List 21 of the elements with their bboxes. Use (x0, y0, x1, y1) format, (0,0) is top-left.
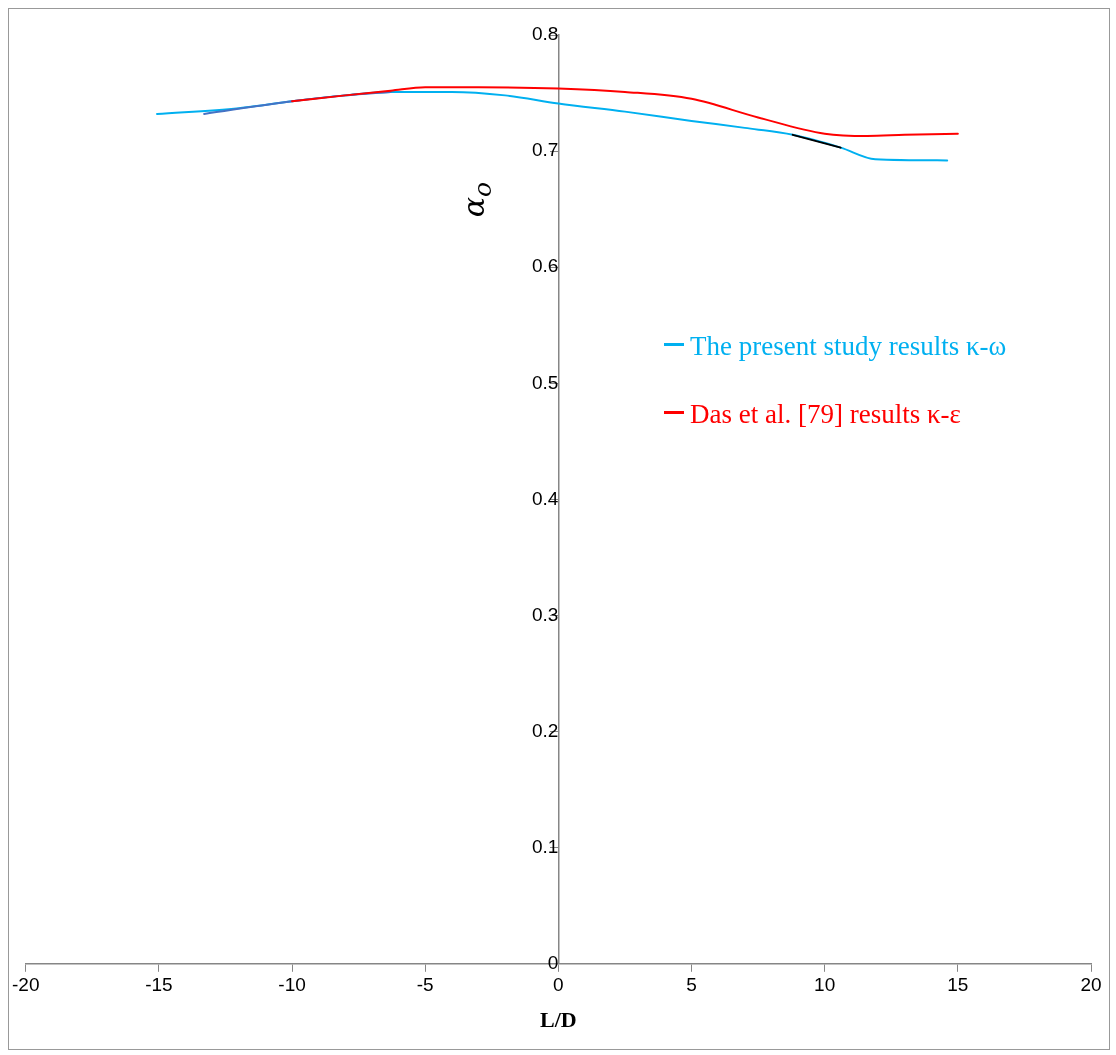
legend-label: Das et al. [79] results κ-ε (690, 398, 961, 431)
x-tick-label: -5 (416, 974, 434, 996)
x-tick-label: -10 (278, 974, 306, 996)
y-tick-label: 0.3 (531, 603, 559, 625)
y-tick-label: 0.8 (531, 23, 559, 45)
y-tick-label: 0.4 (531, 487, 559, 509)
y-tick-label: 0.5 (531, 371, 559, 393)
x-tick-label: 20 (1080, 974, 1102, 996)
line-series (291, 86, 959, 138)
x-tick-label: 5 (686, 974, 697, 996)
x-tick-label: 10 (814, 974, 836, 996)
y-tick-label: 0.2 (531, 719, 559, 741)
y-tick-label: 0.7 (531, 139, 559, 161)
y-tick-label: 0 (547, 952, 559, 974)
legend-label: The present study results κ-ω (690, 330, 1007, 363)
y-tick-label: 0.6 (531, 255, 559, 277)
x-axis-title: L/D (540, 1007, 577, 1033)
x-tick-label: -20 (12, 974, 40, 996)
x-tick-label: -15 (145, 974, 173, 996)
x-tick-label: 15 (947, 974, 969, 996)
y-tick-label: 0.1 (531, 835, 559, 857)
